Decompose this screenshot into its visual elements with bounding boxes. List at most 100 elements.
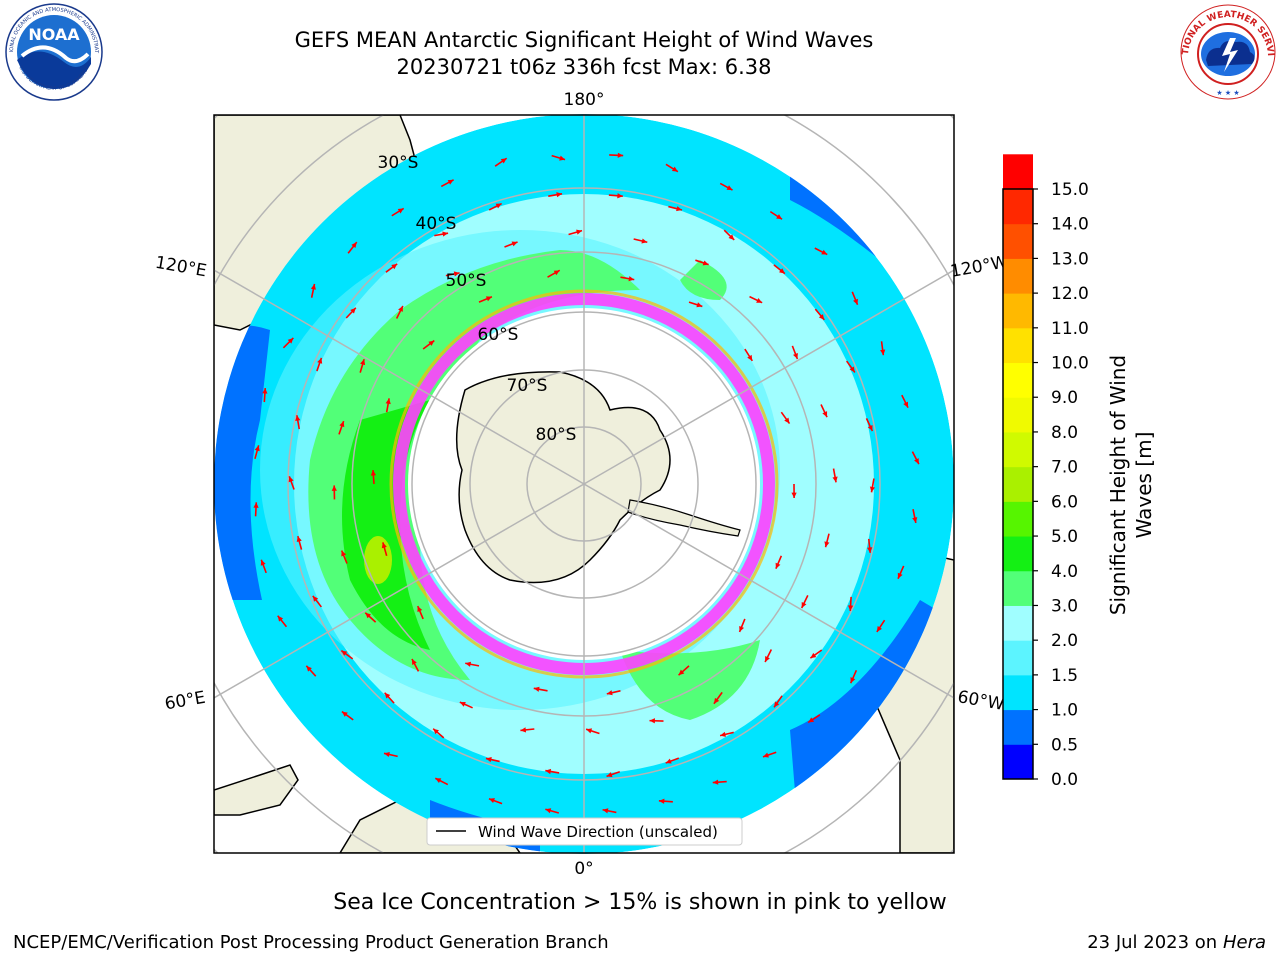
wave-arrow-head (867, 425, 873, 432)
colorbar-tick-label: 10.0 (1051, 354, 1089, 374)
wave-arrow-head (586, 728, 593, 734)
wave-arrow-head (914, 458, 919, 465)
wave-arrow-head (649, 718, 655, 724)
wave-arrow-head (365, 612, 372, 619)
colorbar-segment (1003, 570, 1033, 606)
wave-arrow-head (832, 476, 838, 483)
wave-arrow-head (849, 366, 855, 373)
antarctic-peninsula-land (627, 499, 741, 537)
graticule (263, 114, 905, 854)
colorbar-segment (1003, 605, 1033, 641)
colorbar-tick-label: 5.0 (1051, 527, 1078, 547)
wave-arrow-head (756, 298, 763, 303)
wave-arrow-head (696, 302, 703, 308)
wave-arrow-head (341, 650, 348, 656)
wave-arrow-head (459, 701, 466, 707)
colorbar-segment (1003, 431, 1033, 468)
colorbar-tick-label: 9.0 (1051, 388, 1078, 408)
wave-arrow-head (417, 606, 423, 613)
wave-arrow-head (776, 214, 783, 220)
wave-arrow-head (391, 263, 398, 270)
wave-arrow-head (824, 541, 830, 548)
colorbar-segment (1003, 258, 1033, 294)
wave-arrow-head (665, 758, 672, 764)
wave-arrow-head (880, 349, 886, 356)
wave-arrow-head (296, 536, 302, 543)
lat-label-40s: 40°S (416, 214, 457, 234)
wave-arrow-head (712, 779, 719, 785)
wave-arrow-head (398, 305, 403, 312)
wave-arrow-head (520, 727, 527, 733)
wave-arrow-head (428, 340, 435, 346)
wave-arrow-head (876, 625, 883, 632)
wave-arrow-head (784, 417, 790, 424)
wave-arrow-head (576, 229, 583, 235)
colorbar-segment (1003, 154, 1033, 190)
wave-arrow-head (341, 711, 348, 717)
wave-arrow-head (488, 798, 495, 804)
wave-arrow-head (411, 658, 417, 665)
wave-arrow-head (678, 669, 685, 676)
wave-arrow-head (808, 717, 815, 723)
colorbar-tick-label: 14.0 (1051, 215, 1089, 235)
wave-arrow-head (262, 388, 268, 394)
map-frame (213, 114, 955, 854)
colorbar-segment (1003, 709, 1033, 745)
wave-arrow-head (381, 542, 387, 549)
wave-arrow-head (818, 314, 825, 320)
colorbar-tick-label: 3.0 (1051, 596, 1078, 616)
wave-arrow-head (726, 185, 733, 191)
wave-arrow-head (447, 179, 454, 185)
wave-arrow-head (617, 152, 624, 158)
wave-arrow-head (370, 470, 376, 476)
wave-arrow-head (253, 502, 259, 508)
date-host: Hera (1222, 932, 1266, 953)
wave-arrow-head (791, 492, 797, 498)
wave-arrow-head (397, 208, 404, 214)
wave-arrow-head (671, 166, 678, 172)
colorbar-segment (1003, 397, 1033, 433)
colorbar-tick-label: 12.0 (1051, 284, 1089, 304)
wave-arrow-head (847, 605, 854, 611)
colorbar-tick-label: 4.0 (1051, 562, 1078, 582)
date-prefix: 23 Jul 2023 on (1087, 932, 1223, 953)
wave-arrow-head (775, 562, 781, 569)
colorbar-tick-label: 7.0 (1051, 458, 1078, 478)
wave-arrow-head (850, 677, 856, 684)
colorbar-tick-label: 15.0 (1051, 180, 1089, 200)
wave-arrow-head (317, 357, 323, 364)
wave-arrow-head (720, 731, 726, 737)
chart-subtitle: 20230721 t06z 336h fcst Max: 6.38 (396, 55, 772, 79)
colorbar-tick-label: 6.0 (1051, 492, 1078, 512)
colorbar-segment (1003, 744, 1033, 780)
colorbar-tick-label: 1.5 (1051, 666, 1078, 686)
nws-logo: NATIONAL WEATHER SERVICE ★ ★ ★ (1178, 2, 1276, 100)
wave-arrow-head (867, 547, 873, 553)
wave-arrow-head (869, 486, 876, 493)
lon-label-120e: 120°E (154, 253, 208, 282)
lat-label-60s: 60°S (478, 325, 519, 345)
lat-label-70s: 70°S (507, 376, 548, 396)
wave-arrow-head (912, 517, 918, 523)
wave-arrow-head (713, 697, 720, 704)
wave-arrow-head (728, 234, 735, 240)
colorbar-tick-label: 11.0 (1051, 319, 1089, 339)
wave-arrow-head (559, 155, 566, 161)
wave-arrow-head (433, 728, 439, 735)
colorbar-segment (1003, 189, 1033, 225)
wave-arrow-head (810, 652, 817, 659)
colorbar-segment (1003, 466, 1033, 502)
wave-arrow-head (500, 158, 507, 164)
colorbar-tick-label: 13.0 (1051, 249, 1089, 269)
wave-arrow-head (545, 808, 552, 814)
wave-arrow-head (765, 656, 770, 663)
wave-arrow-head (779, 268, 785, 274)
date-text: 23 Jul 2023 on Hera (1087, 932, 1266, 954)
wave-arrow-head (495, 203, 502, 209)
colorbar-label-line1: Significant Height of Wind (1106, 355, 1130, 615)
wave-arrow-head (295, 415, 301, 422)
wave-arrow-head (312, 595, 319, 602)
svg-text:★ ★ ★: ★ ★ ★ (1216, 89, 1239, 97)
wave-arrow-head (287, 337, 294, 344)
wave-arrow-head (485, 296, 492, 302)
